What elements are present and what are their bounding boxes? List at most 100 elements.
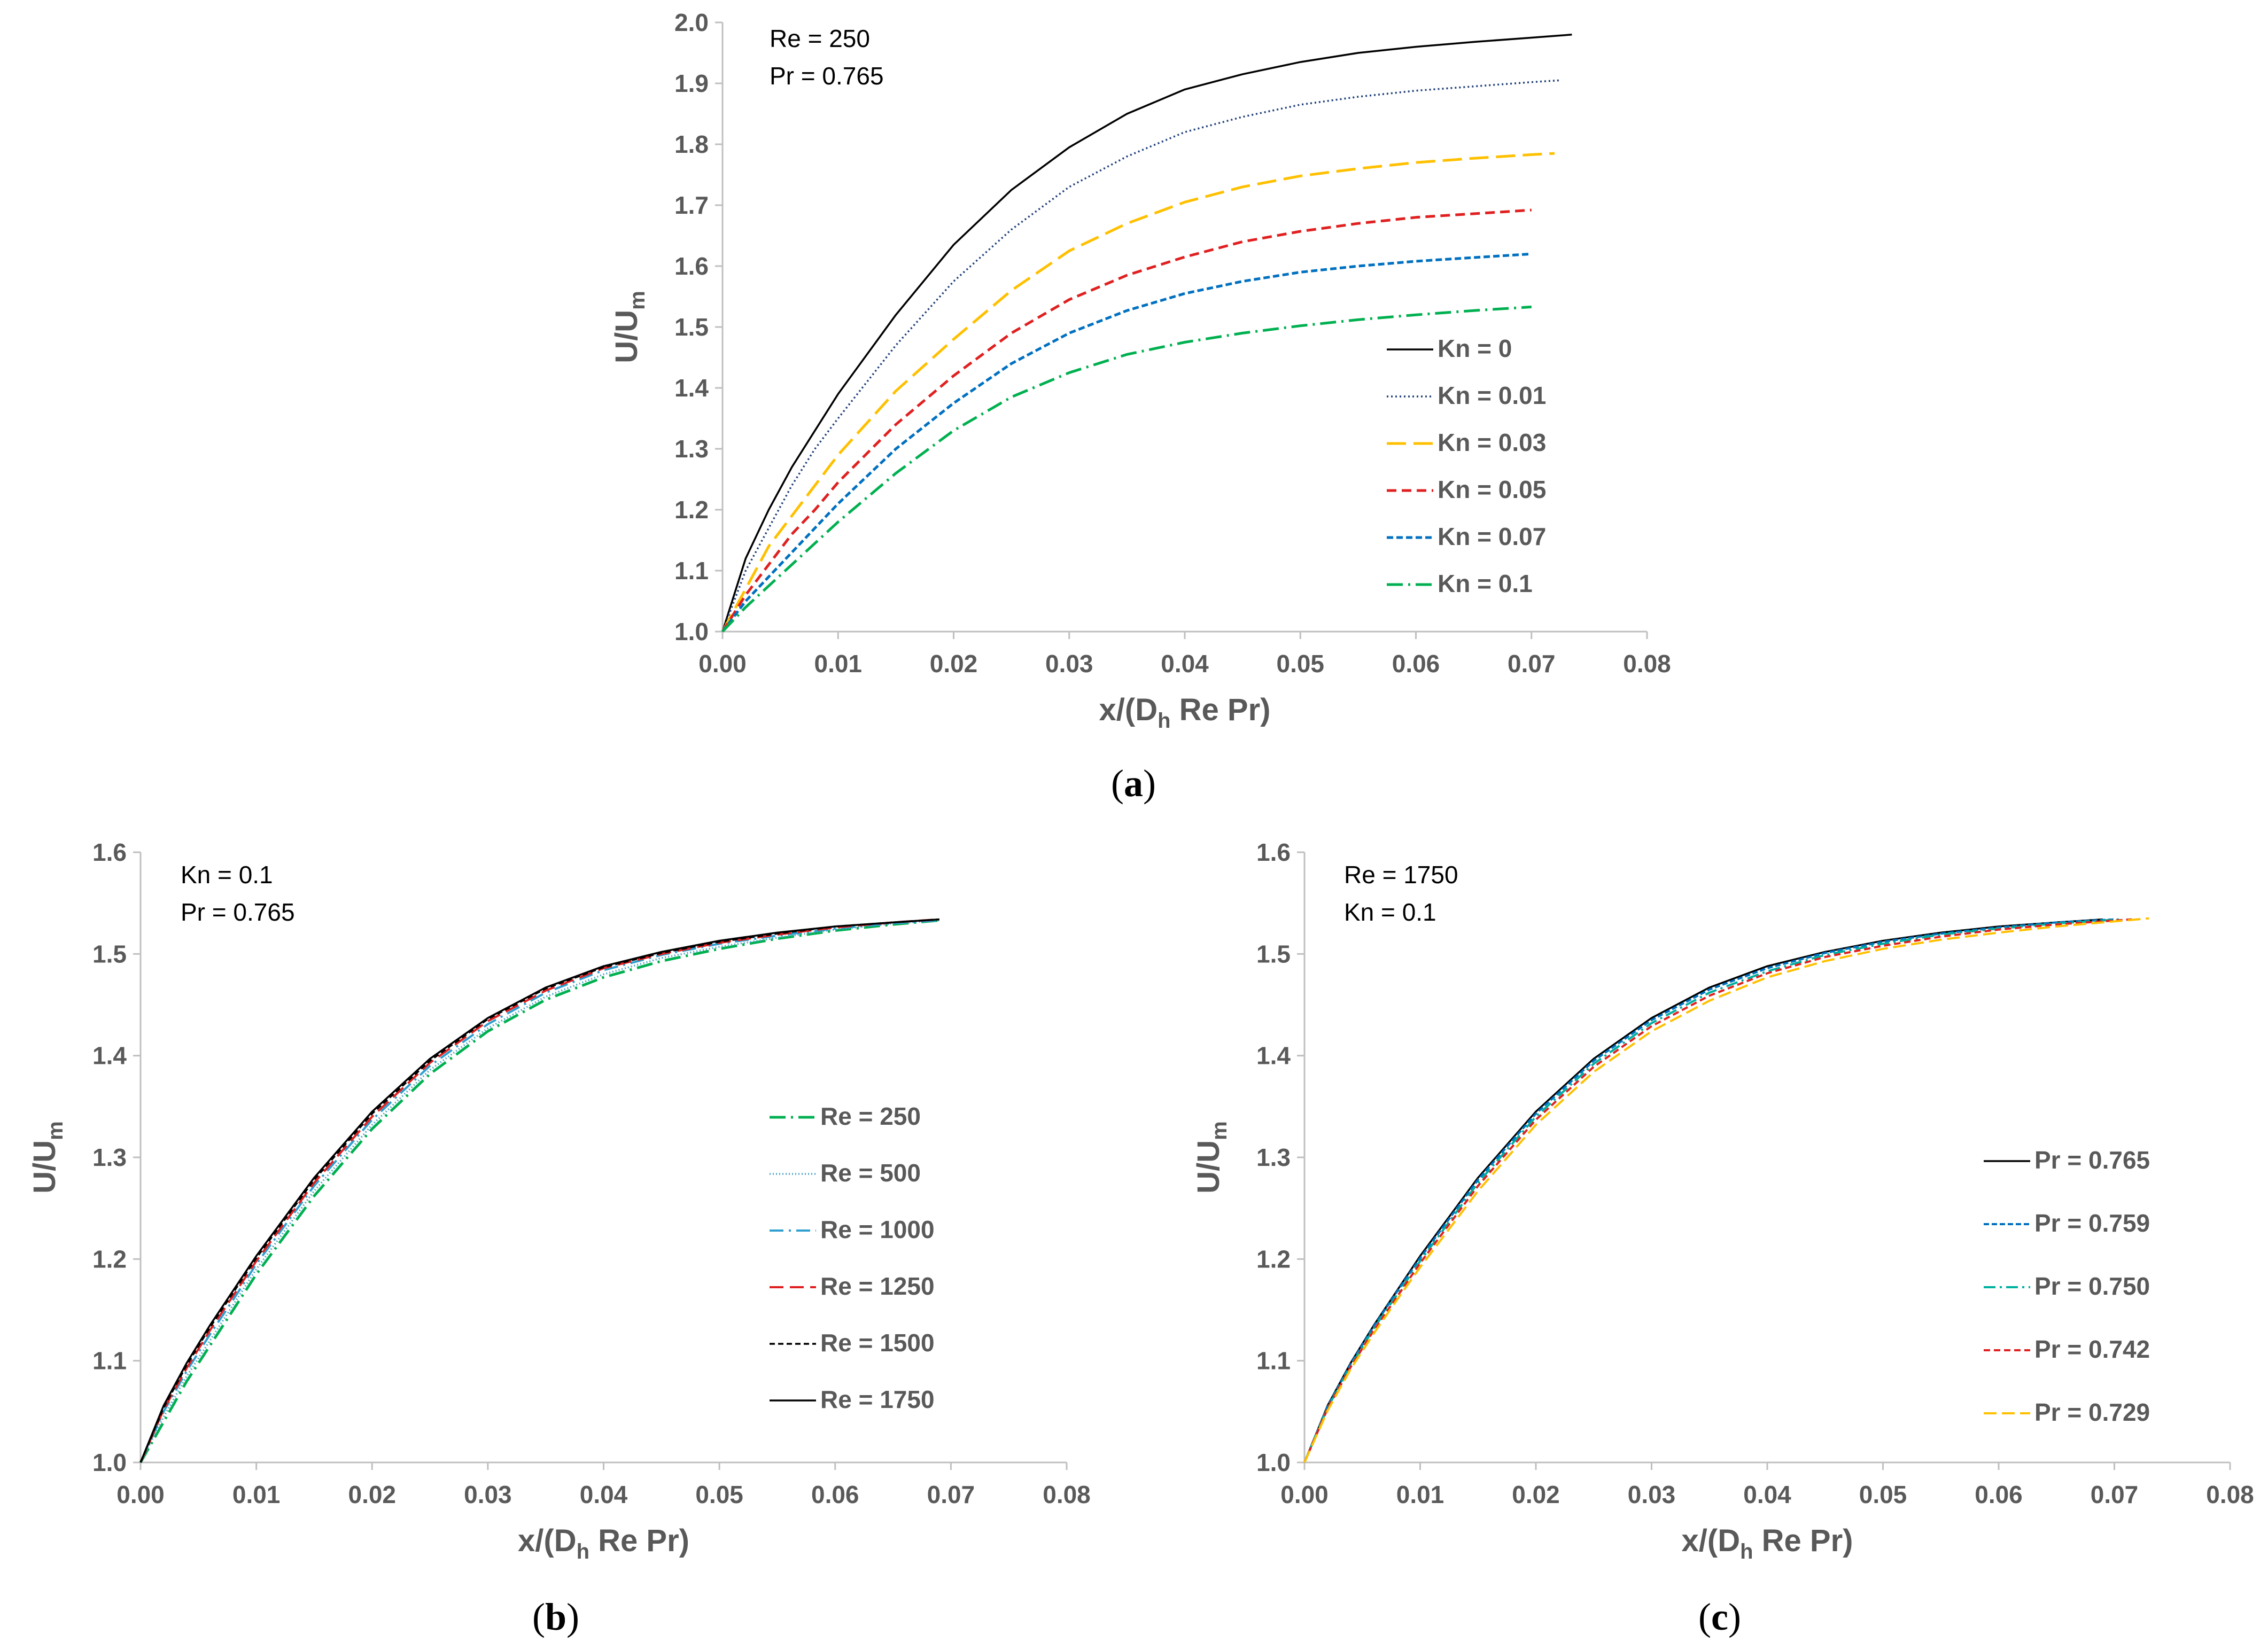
x-tick-label: 0.08 <box>1623 650 1671 678</box>
series-line-0 <box>1303 918 2103 1463</box>
y-tick-label: 1.1 <box>674 557 709 585</box>
x-tick-label: 0.07 <box>927 1481 975 1508</box>
x-tick-label: 0.00 <box>1280 1481 1329 1508</box>
legend-label: Pr = 0.765 <box>2034 1146 2150 1174</box>
x-tick-label: 0.04 <box>1161 650 1209 678</box>
panel-caption: (b) <box>532 1595 579 1638</box>
legend-label: Kn = 0.05 <box>1438 476 1546 503</box>
y-axis-title: U/Um <box>609 291 649 363</box>
series-line-0 <box>721 34 1572 632</box>
series-line-0 <box>139 919 939 1464</box>
x-tick-label: 0.04 <box>580 1481 628 1508</box>
series-line-2 <box>1303 918 2121 1463</box>
y-tick-label: 1.4 <box>92 1042 127 1070</box>
y-tick-label: 1.6 <box>1256 838 1291 866</box>
series-line-1 <box>139 919 939 1463</box>
legend-label: Pr = 0.750 <box>2034 1272 2150 1300</box>
chart-annotation: Kn = 0.1 <box>181 861 273 889</box>
y-tick-label: 1.0 <box>1256 1449 1291 1476</box>
x-tick-label: 0.03 <box>1045 650 1093 678</box>
y-tick-label: 1.0 <box>674 618 709 645</box>
series-line-4 <box>139 918 939 1463</box>
y-tick-label: 1.1 <box>1256 1347 1291 1375</box>
x-axis-title: x/(Dh Re Pr) <box>518 1523 689 1563</box>
legend-label: Re = 250 <box>820 1102 921 1130</box>
series-line-5 <box>721 305 1532 633</box>
series-line-1 <box>721 79 1560 632</box>
y-axis-title: U/Um <box>27 1121 67 1193</box>
x-tick-label: 0.06 <box>811 1481 859 1508</box>
y-tick-label: 1.3 <box>674 435 709 463</box>
x-tick-label: 0.07 <box>1508 650 1556 678</box>
series-line-3 <box>139 918 939 1463</box>
panel-caption: (c) <box>1698 1595 1741 1638</box>
legend-label: Pr = 0.729 <box>2034 1398 2150 1426</box>
legend-label: Re = 1000 <box>820 1216 935 1243</box>
y-tick-label: 1.1 <box>92 1347 127 1375</box>
legend-label: Kn = 0.03 <box>1438 429 1546 456</box>
x-tick-label: 0.07 <box>2091 1481 2139 1508</box>
legend-label: Kn = 0 <box>1438 334 1512 362</box>
x-axis-title: x/(Dh Re Pr) <box>1099 692 1271 733</box>
x-tick-label: 0.01 <box>1396 1481 1444 1508</box>
legend-label: Re = 1500 <box>820 1329 935 1357</box>
x-axis-title: x/(Dh Re Pr) <box>1682 1523 1853 1563</box>
x-tick-label: 0.05 <box>695 1481 743 1508</box>
y-axis-title: U/Um <box>1191 1121 1231 1193</box>
legend-label: Re = 500 <box>820 1159 921 1187</box>
legend-label: Pr = 0.759 <box>2034 1209 2150 1237</box>
x-tick-label: 0.05 <box>1859 1481 1907 1508</box>
x-tick-label: 0.08 <box>1043 1481 1091 1508</box>
x-tick-label: 0.02 <box>930 650 978 678</box>
chart-annotation: Re = 250 <box>770 25 870 52</box>
chart-c: 1.0 1.1 1.2 1.3 1.4 1.5 1.6 0.00 0.01 0.02 0.03 0.0… <box>1191 838 2254 1638</box>
legend-label: Re = 1250 <box>820 1272 935 1300</box>
y-tick-label: 1.3 <box>92 1143 127 1171</box>
x-tick-label: 0.04 <box>1743 1481 1791 1508</box>
chart-annotation: Pr = 0.765 <box>181 898 295 926</box>
x-tick-label: 0.00 <box>116 1481 165 1508</box>
y-tick-label: 1.0 <box>92 1449 127 1476</box>
y-tick-label: 1.7 <box>674 191 709 219</box>
series-line-2 <box>139 919 939 1463</box>
legend-label: Kn = 0.07 <box>1438 523 1546 550</box>
x-tick-label: 0.02 <box>1512 1481 1560 1508</box>
series-line-2 <box>721 152 1555 633</box>
x-tick-label: 0.02 <box>348 1481 396 1508</box>
y-tick-label: 1.4 <box>1256 1042 1291 1070</box>
y-tick-label: 1.2 <box>1256 1245 1291 1273</box>
y-tick-label: 1.6 <box>92 838 127 866</box>
chart-annotation: Pr = 0.765 <box>770 62 884 90</box>
x-tick-label: 0.08 <box>2206 1481 2254 1508</box>
y-tick-label: 1.6 <box>674 252 709 280</box>
x-tick-label: 0.05 <box>1276 650 1324 678</box>
x-tick-label: 0.00 <box>698 650 747 678</box>
series-line-3 <box>721 208 1532 633</box>
series-line-3 <box>1303 918 2132 1463</box>
y-tick-label: 1.5 <box>1256 940 1291 968</box>
chart-b: 1.0 1.1 1.2 1.3 1.4 1.5 1.6 0.00 0.01 0.02 0.03 0.0… <box>27 838 1091 1638</box>
x-tick-label: 0.03 <box>464 1481 512 1508</box>
y-tick-label: 1.5 <box>674 313 709 341</box>
series-line-4 <box>1303 917 2149 1463</box>
y-tick-label: 1.2 <box>92 1245 127 1273</box>
y-tick-label: 1.3 <box>1256 1143 1291 1171</box>
x-tick-label: 0.01 <box>814 650 862 678</box>
chart-a: 1.0 1.1 1.2 1.3 1.4 1.5 1.6 1.7 1.8 1.9 2.0 0.00 0.0… <box>609 9 1671 805</box>
series-line-4 <box>721 252 1532 633</box>
x-tick-label: 0.06 <box>1975 1481 2023 1508</box>
y-tick-label: 1.9 <box>674 69 709 97</box>
y-tick-label: 2.0 <box>674 9 709 36</box>
panel-caption: (a) <box>1111 762 1156 805</box>
chart-annotation: Kn = 0.1 <box>1344 898 1436 926</box>
legend-label: Kn = 0.1 <box>1438 570 1533 597</box>
legend-label: Pr = 0.742 <box>2034 1335 2150 1363</box>
chart-annotation: Re = 1750 <box>1344 861 1458 889</box>
legend-label: Re = 1750 <box>820 1386 935 1413</box>
legend-label: Kn = 0.01 <box>1438 382 1546 409</box>
y-tick-label: 1.4 <box>674 374 709 402</box>
x-tick-label: 0.01 <box>232 1481 281 1508</box>
y-tick-label: 1.2 <box>674 496 709 524</box>
x-tick-label: 0.03 <box>1628 1481 1676 1508</box>
